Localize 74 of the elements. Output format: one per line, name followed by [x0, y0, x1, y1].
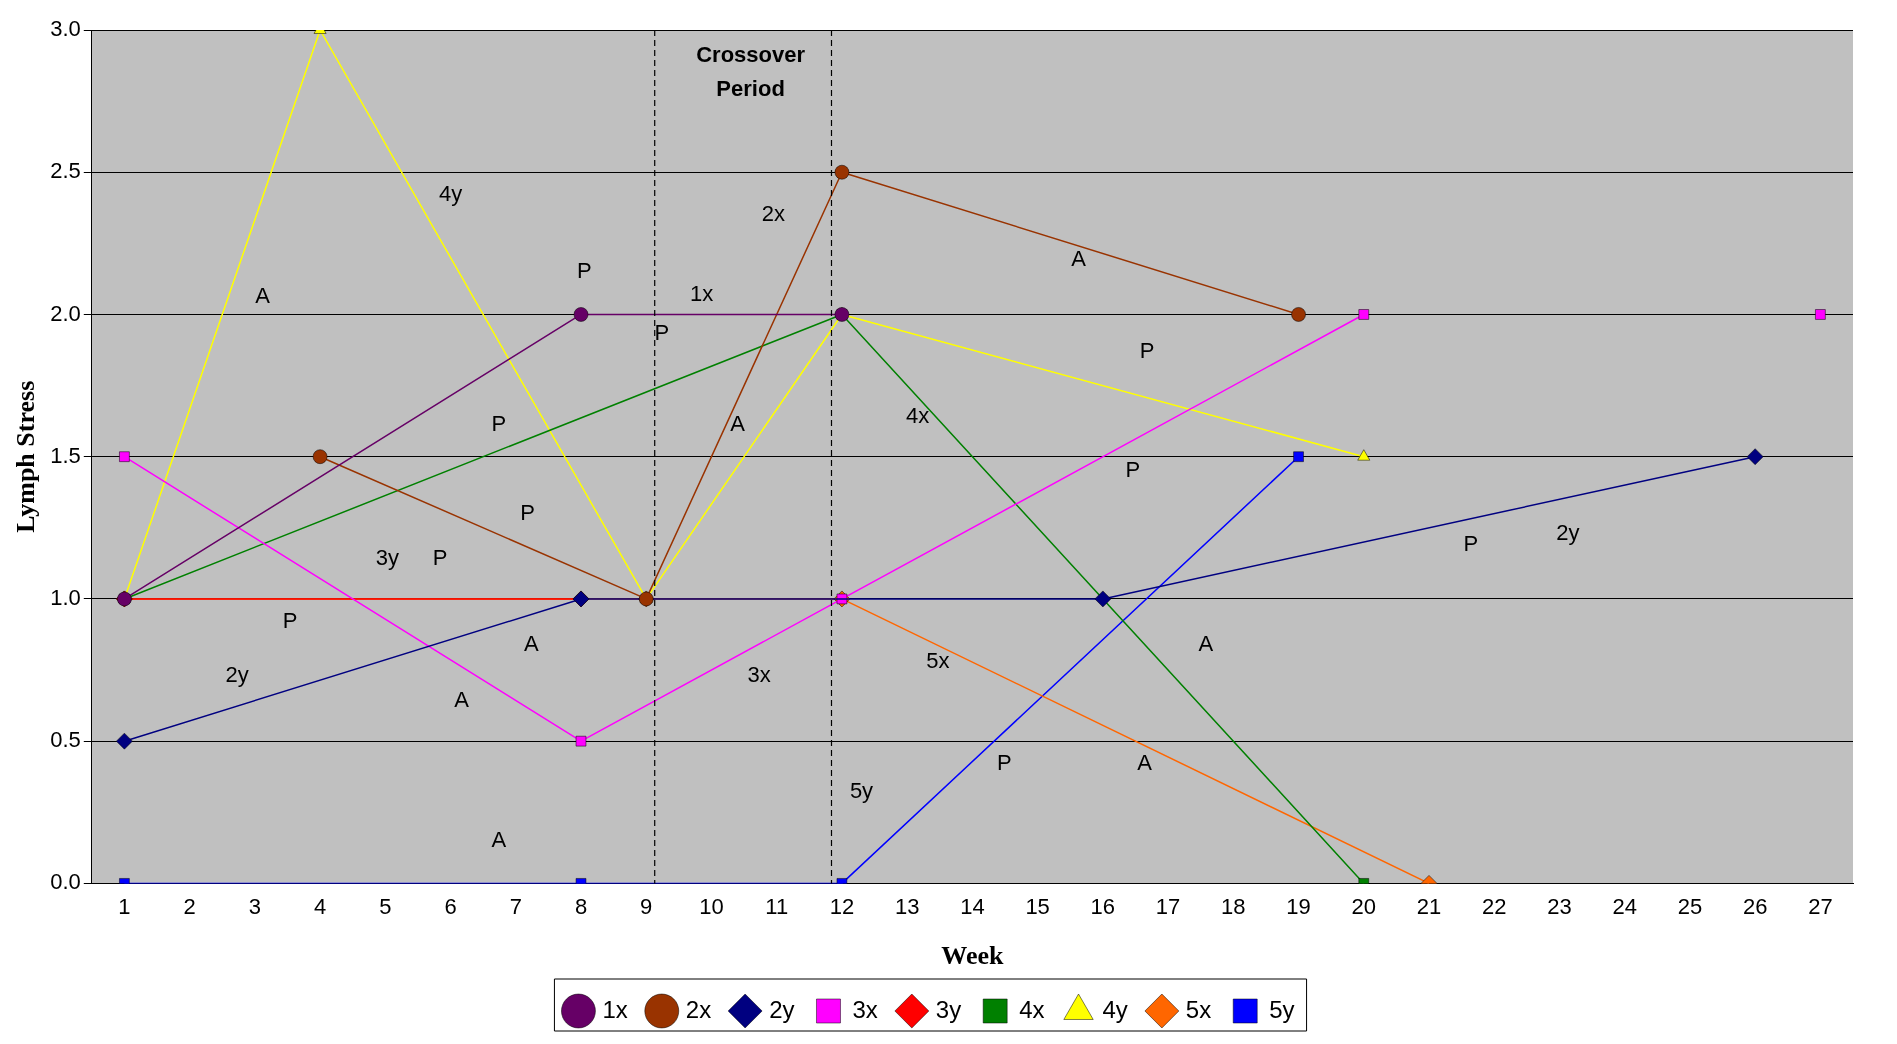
- x-tick-label: 19: [1286, 893, 1311, 919]
- x-tick-label: 9: [640, 893, 653, 919]
- x-tick-label: 16: [1090, 893, 1116, 919]
- x-tick-label: 17: [1155, 893, 1181, 919]
- x-tick-label: 21: [1416, 893, 1442, 919]
- annotation: 2y: [1556, 519, 1580, 545]
- legend-label: 3y: [935, 995, 962, 1023]
- y-tick-label: 3.0: [50, 16, 81, 42]
- x-tick-label: 7: [509, 893, 522, 919]
- annotation: 5x: [926, 647, 950, 673]
- annotation: P: [1139, 337, 1155, 363]
- x-tick-label: 14: [960, 893, 985, 919]
- annotation: A: [1198, 630, 1214, 656]
- x-tick-label: 13: [894, 893, 920, 919]
- annotation: 5y: [849, 778, 874, 804]
- legend-label: 4x: [1019, 995, 1045, 1023]
- x-tick-label: 22: [1481, 893, 1507, 919]
- annotation: P: [654, 320, 670, 346]
- annotation: A: [730, 411, 746, 437]
- x-tick-label: 23: [1547, 893, 1572, 919]
- y-tick-label: 0.5: [50, 727, 81, 753]
- y-tick-label: 1.0: [50, 585, 81, 610]
- legend-label: 4y: [1102, 995, 1128, 1023]
- x-axis-title: Week: [941, 941, 1004, 971]
- annotation: P: [997, 749, 1012, 775]
- x-tick-label: 12: [829, 893, 855, 919]
- annotation: 4x: [905, 402, 930, 428]
- x-tick-label: 18: [1221, 893, 1246, 919]
- annotation: A: [454, 687, 470, 713]
- annotation: A: [255, 283, 271, 309]
- x-tick-label: 15: [1025, 893, 1050, 919]
- annotation: P: [1463, 530, 1479, 556]
- annotation: A: [1071, 246, 1087, 272]
- x-tick-label: 26: [1742, 893, 1768, 919]
- x-tick-label: 6: [444, 893, 457, 919]
- x-tick-label: 8: [574, 893, 588, 919]
- y-tick-label: 2.0: [50, 300, 81, 326]
- x-tick-label: 1: [118, 893, 131, 919]
- x-tick-label: 5: [379, 893, 392, 919]
- y-axis-title: Lymph Stress: [11, 380, 41, 533]
- legend-label: 2y: [769, 995, 795, 1023]
- annotation: 3y: [375, 545, 399, 571]
- annotation: A: [1137, 749, 1153, 775]
- annotation: P: [432, 545, 448, 571]
- y-tick-label: 0.0: [50, 869, 81, 895]
- x-tick-label: 10: [699, 893, 724, 919]
- annotation: 2x: [761, 200, 786, 226]
- annotation: A: [491, 826, 507, 852]
- x-tick-label: 11: [765, 893, 789, 919]
- annotation: P: [282, 607, 298, 633]
- x-tick-label: 20: [1351, 893, 1377, 919]
- annotation: P: [1125, 456, 1141, 482]
- x-tick-label: 24: [1612, 893, 1637, 919]
- y-tick-label: 1.5: [50, 442, 81, 468]
- annotation: 3x: [747, 661, 771, 687]
- legend-label: 5x: [1185, 995, 1212, 1023]
- annotation: A: [524, 630, 540, 656]
- annotation: P: [576, 257, 592, 283]
- y-tick-label: 2.5: [50, 158, 81, 184]
- annotation: 4y: [438, 181, 463, 207]
- annotation: P: [491, 411, 507, 437]
- x-tick-label: 2: [183, 893, 196, 919]
- annotation: 1x: [690, 280, 714, 306]
- legend-label: 1x: [602, 995, 628, 1023]
- legend-label: 5y: [1269, 995, 1295, 1023]
- annotation: Crossover Period: [696, 41, 806, 101]
- x-tick-label: 27: [1808, 893, 1833, 919]
- x-tick-label: 3: [248, 893, 261, 919]
- x-tick-label: 4: [313, 893, 327, 919]
- annotation: P: [520, 499, 535, 525]
- legend-label: 3x: [852, 995, 878, 1023]
- x-tick-label: 25: [1677, 893, 1703, 919]
- legend-label: 2x: [685, 995, 712, 1023]
- annotation: 2y: [225, 661, 249, 687]
